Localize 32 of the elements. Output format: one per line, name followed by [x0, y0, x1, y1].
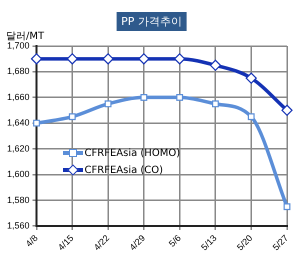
y-tick-label: 1,680 [6, 66, 30, 76]
point [212, 100, 219, 108]
point [66, 53, 78, 64]
point [33, 120, 40, 127]
x-tick-label: 4/8 [24, 232, 40, 249]
y-tick-label: 1,580 [6, 194, 30, 205]
x-tick-label: 4/29 [128, 232, 148, 252]
legend-label: CFRFEAsia (HOMO) [84, 148, 180, 159]
point [140, 94, 148, 101]
point [102, 53, 114, 64]
point [246, 72, 257, 84]
y-tick-label: 1,660 [6, 92, 30, 102]
y-tick-label: 1,560 [6, 220, 30, 230]
chart-title: PP 가격추이 [116, 12, 187, 31]
point [104, 100, 112, 108]
point [248, 113, 255, 120]
point [284, 203, 290, 210]
y-tick-label: 1,640 [6, 118, 30, 128]
point [281, 104, 293, 116]
x-tick-label: 4/22 [92, 232, 112, 252]
y-tick-label: 1,620 [6, 143, 30, 154]
x-tick-label: 5/6 [166, 232, 183, 249]
y-tick-label: 1,700 [6, 40, 30, 50]
point [30, 53, 42, 64]
point [138, 53, 150, 64]
point [210, 60, 222, 71]
point [68, 113, 76, 120]
point [176, 94, 184, 101]
y-tick-label: 1,600 [6, 169, 30, 180]
point [174, 53, 186, 64]
legend-label: CFRFEAsia (CO) [84, 164, 164, 176]
y-axis-title: 달러/MT [6, 30, 44, 42]
